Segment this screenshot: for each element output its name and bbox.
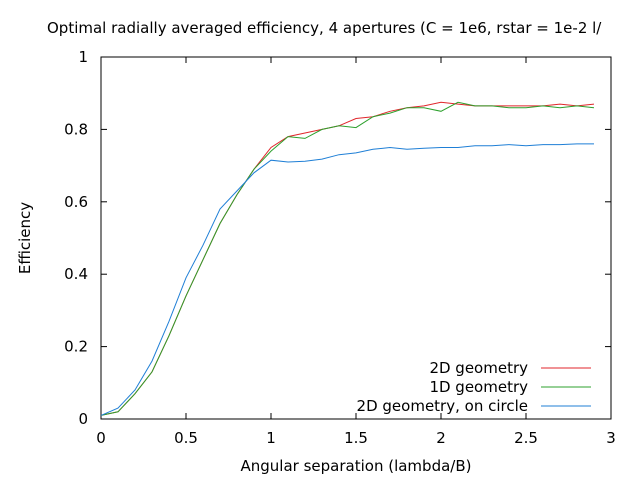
- x-tick-label: 1.5: [344, 429, 368, 447]
- x-tick-label: 0.5: [174, 429, 198, 447]
- y-tick-label: 0.2: [64, 338, 88, 356]
- chart-title: Optimal radially averaged efficiency, 4 …: [47, 19, 602, 37]
- x-tick-label: 3: [606, 429, 616, 447]
- y-tick-label: 0.4: [64, 265, 88, 283]
- y-axis-label: Efficiency: [16, 202, 34, 274]
- legend-label: 1D geometry: [429, 378, 528, 396]
- series-line-1: [100, 101, 595, 416]
- y-tick-label: 0.6: [64, 193, 88, 211]
- y-tick-label: 1: [78, 48, 88, 66]
- legend-label: 2D geometry: [429, 359, 528, 377]
- plot-frame: [100, 56, 612, 420]
- x-tick-label: 1: [266, 429, 276, 447]
- y-tick-label: 0: [78, 410, 88, 428]
- y-tick-label: 0.8: [64, 120, 88, 138]
- x-tick-label: 0: [96, 429, 106, 447]
- series-line-2: [100, 143, 594, 416]
- x-tick-label: 2: [436, 429, 446, 447]
- x-axis-label: Angular separation (lambda/B): [241, 457, 472, 475]
- x-tick-label: 2.5: [514, 429, 538, 447]
- legend-label: 2D geometry, on circle: [357, 397, 528, 415]
